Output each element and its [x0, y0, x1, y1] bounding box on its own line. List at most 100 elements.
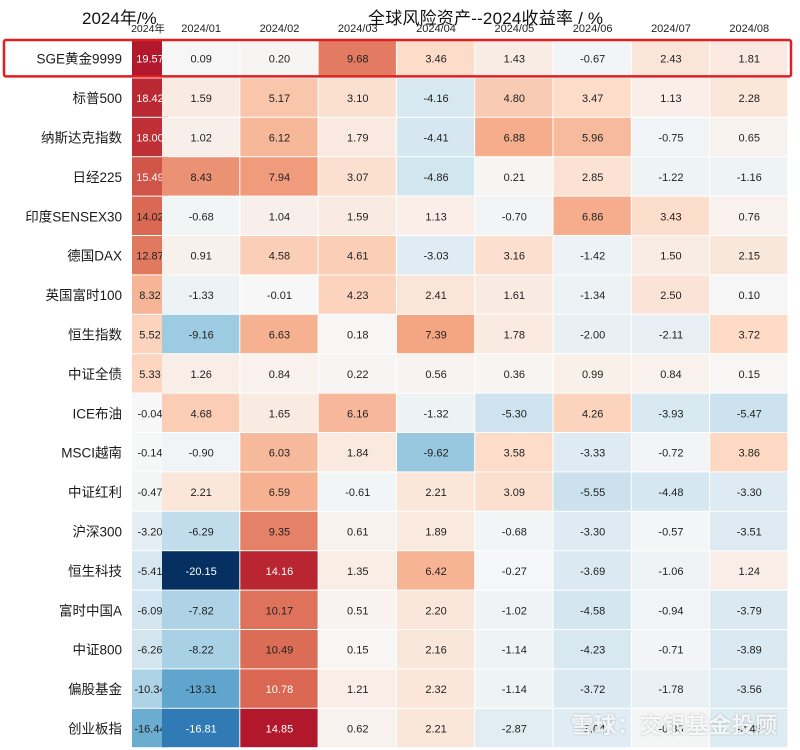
heatmap-cell: [475, 630, 553, 669]
cell-value: 1.24: [739, 566, 760, 578]
cell-value: -16.81: [186, 724, 217, 736]
cell-value: -1.22: [658, 172, 683, 184]
heatmap-cell: [318, 196, 396, 235]
heatmap-cell: [396, 551, 475, 590]
heatmap-cell: [240, 39, 318, 78]
heatmap-cell: [631, 472, 710, 511]
table-row: 沪深300 -3.20 -6.29 9.35 0.61 1.89 -0.68 -3.30 -0.…: [72, 511, 788, 551]
cell-value: -0.27: [502, 566, 527, 578]
heatmap-cell: [162, 314, 240, 354]
cell-value: 0.84: [269, 369, 290, 381]
cell-value: 14.85: [266, 724, 294, 736]
cell-value: -3.72: [580, 684, 605, 696]
cell-value: -20.15: [186, 566, 217, 578]
heatmap-cell: [318, 275, 396, 314]
heatmap-cell: [162, 275, 240, 314]
heatmap-cell: [318, 354, 396, 393]
cell-value: 5.17: [269, 93, 290, 105]
cell-value: -3.48: [737, 724, 762, 736]
cell-value: -4.58: [580, 605, 605, 617]
heatmap-cell: [553, 472, 631, 511]
heatmap-cell: [475, 511, 553, 551]
heatmap-cell: [162, 196, 240, 235]
cell-value: -3.03: [424, 251, 449, 263]
heatmap-cell: [240, 708, 318, 748]
cell-value: 8.43: [190, 172, 211, 184]
cell-value: -0.71: [658, 645, 683, 657]
row-label: 中证红利: [68, 485, 122, 500]
heatmap-cell: [162, 157, 240, 196]
heatmap-cell: [396, 117, 475, 157]
cell-value: 10.49: [266, 645, 294, 657]
cell-value: 1.89: [425, 527, 446, 539]
heatmap-cell: [318, 433, 396, 472]
annual-value: 5.33: [139, 369, 160, 381]
cell-value: -0.68: [189, 211, 214, 223]
row-label: 恒生指数: [68, 328, 122, 343]
cell-value: 0.62: [347, 724, 368, 736]
cell-value: -0.72: [658, 448, 683, 460]
cell-value: -3.30: [737, 487, 762, 499]
cell-value: 2.50: [660, 290, 681, 302]
cell-value: 0.09: [190, 54, 211, 66]
heatmap-cell: [710, 117, 788, 157]
heatmap-cell: [318, 669, 396, 708]
annual-value: -6.26: [137, 645, 162, 657]
cell-value: 2.21: [425, 487, 446, 499]
heatmap-cell: [631, 236, 710, 275]
heatmap-cell: [710, 196, 788, 235]
cell-value: 3.09: [504, 487, 525, 499]
cell-value: -1.06: [658, 566, 683, 578]
row-label: SGE黄金9999: [36, 52, 122, 67]
cell-value: -1.42: [580, 251, 605, 263]
heatmap-cell: [396, 630, 475, 669]
column-header-5: 2024/05: [494, 23, 534, 35]
heatmap-cell: [710, 511, 788, 551]
row-label: 富时中国A: [59, 602, 122, 618]
row-label: 标普500: [72, 91, 122, 106]
heatmap-cell: [631, 78, 710, 117]
row-label: 中证800: [72, 643, 122, 658]
heatmap-cell: [396, 669, 475, 708]
cell-value: 0.21: [504, 172, 525, 184]
table-row: MSCI越南 -0.14 -0.90 6.03 1.84 -9.62 3.58 -3.33 -0…: [61, 433, 788, 472]
heatmap-cell: [396, 157, 475, 196]
cell-value: -1.14: [502, 645, 527, 657]
heatmap-cell: [631, 393, 710, 432]
cell-value: 9.35: [269, 527, 290, 539]
cell-value: -2.87: [502, 724, 527, 736]
heatmap-cell: [318, 551, 396, 590]
heatmap-cell: [553, 590, 631, 629]
cell-value: 2.15: [739, 251, 760, 263]
heatmap-cell: [631, 590, 710, 629]
row-label: MSCI越南: [61, 446, 122, 461]
cell-value: 1.43: [504, 54, 525, 66]
heatmap-cell: [710, 590, 788, 629]
heatmap-cell: [318, 314, 396, 354]
heatmap-cell: [240, 275, 318, 314]
cell-value: 0.65: [739, 133, 760, 145]
cell-value: -0.70: [502, 211, 527, 223]
cell-value: 2.41: [425, 290, 446, 302]
table-row: SGE黄金9999 19.57 0.09 0.20 9.68 3.46 1.43 -0.67 2…: [36, 39, 788, 78]
heatmap-cell: [475, 551, 553, 590]
annual-value: -16.44: [134, 724, 165, 736]
cell-value: -3.93: [658, 408, 683, 420]
heatmap-cell: [396, 39, 475, 78]
heatmap-cell: [553, 433, 631, 472]
cell-value: 6.12: [269, 133, 290, 145]
heatmap-cell: [396, 590, 475, 629]
heatmap-cell: [710, 236, 788, 275]
cell-value: 0.15: [347, 645, 368, 657]
cell-value: -5.47: [737, 408, 762, 420]
annual-value: 8.32: [139, 290, 160, 302]
cell-value: 1.79: [347, 133, 368, 145]
heatmap-cell: [553, 236, 631, 275]
annual-value: 18.42: [136, 93, 164, 105]
annual-value: 15.49: [136, 172, 164, 184]
annual-value: -3.20: [137, 527, 162, 539]
cell-value: -6.29: [189, 527, 214, 539]
chart-title: 全球风险资产--2024收益率 / %: [368, 9, 604, 28]
cell-value: -3.04: [580, 724, 605, 736]
